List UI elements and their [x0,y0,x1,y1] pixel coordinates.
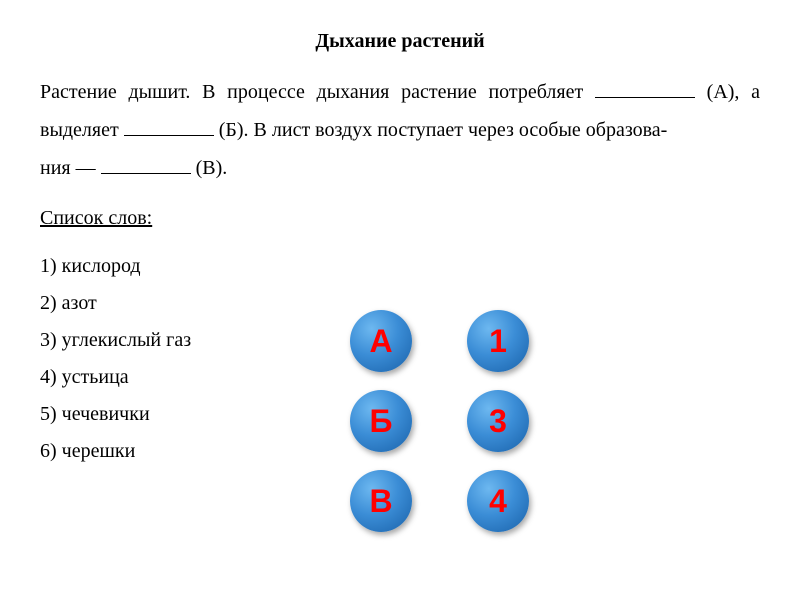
blank-c [101,154,191,174]
answer-number-circle: 3 [467,390,529,452]
exercise-paragraph: Растение дышит. В процессе дыхания расте… [40,73,760,187]
answer-row: В 4 [350,470,529,532]
blank-b [124,116,214,136]
paragraph-letter-c: (В). [196,157,228,179]
answer-number-circle: 1 [467,310,529,372]
answer-number-circle: 4 [467,470,529,532]
paragraph-text-1: Растение дышит. В процессе дыхания расте… [40,81,583,103]
answer-row: А 1 [350,310,529,372]
list-item: 1) кислород [40,248,760,285]
blank-a [595,78,695,98]
answer-letter-circle: Б [350,390,412,452]
answer-circles: А 1 Б 3 В 4 [350,310,529,550]
paragraph-text-3: ния — [40,157,96,179]
paragraph-letter-b: (Б). В лист воздух поступает через особы… [219,119,668,141]
answer-row: Б 3 [350,390,529,452]
answer-letter-circle: А [350,310,412,372]
exercise-title: Дыхание растений [40,30,760,53]
answer-letter-circle: В [350,470,412,532]
paragraph-letter-a: (А), [707,81,740,103]
word-list-heading: Список слов: [40,207,760,230]
